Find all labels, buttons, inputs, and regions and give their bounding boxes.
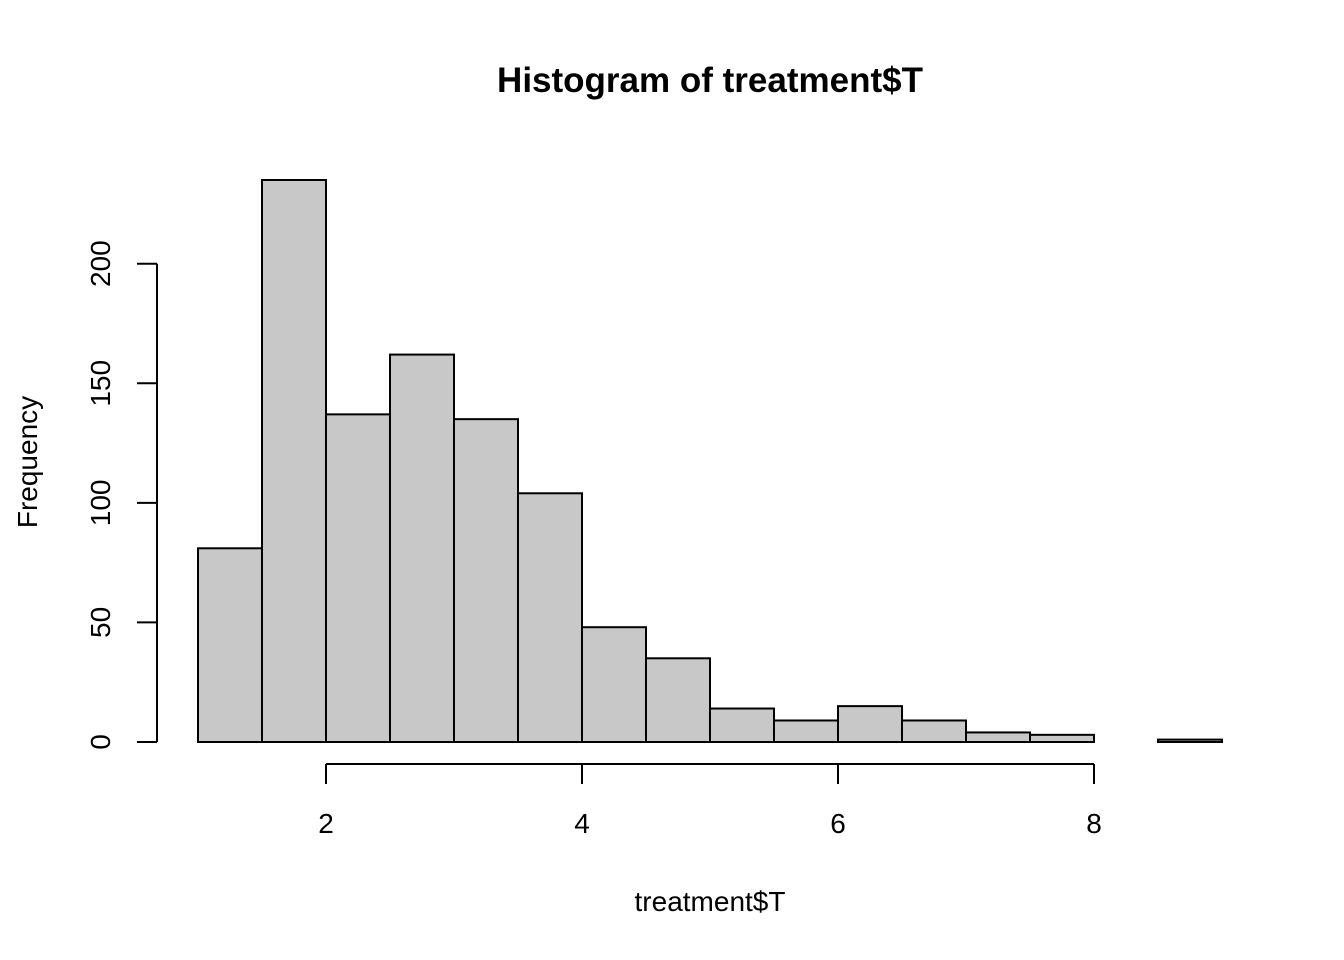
y-tick-label: 100 — [85, 479, 116, 526]
histogram-bar — [389, 353, 455, 743]
y-tick-label: 200 — [85, 240, 116, 287]
y-axis: 0 50 100 150 200 — [85, 240, 158, 750]
histogram-bar — [773, 719, 839, 744]
x-tick-label: 8 — [1086, 808, 1102, 839]
x-axis: 2 4 6 8 — [318, 763, 1102, 839]
histogram-bar — [325, 413, 391, 743]
histogram-bar — [581, 626, 647, 743]
histogram-bar — [709, 707, 775, 744]
x-tick-label: 6 — [830, 808, 846, 839]
x-tick-label: 4 — [574, 808, 590, 839]
histogram-bar — [1029, 733, 1095, 744]
histogram-bars — [197, 179, 1223, 744]
y-tick-label: 50 — [85, 607, 116, 638]
histogram-bar — [965, 731, 1031, 743]
histogram-bar — [1157, 738, 1223, 744]
histogram-bar — [261, 179, 327, 743]
chart-title: Histogram of treatment$T — [497, 61, 923, 100]
histogram-bar — [197, 547, 263, 743]
histogram-bar — [517, 492, 583, 743]
y-tick-label: 0 — [85, 734, 116, 750]
histogram-bar — [837, 705, 903, 744]
histogram-bar — [453, 418, 519, 743]
histogram-bar — [901, 719, 967, 744]
y-tick-label: 150 — [85, 360, 116, 407]
y-axis-label: Frequency — [12, 396, 43, 528]
x-tick-label: 2 — [318, 808, 334, 839]
x-axis-label: treatment$T — [635, 886, 786, 917]
histogram-bar — [645, 657, 711, 743]
